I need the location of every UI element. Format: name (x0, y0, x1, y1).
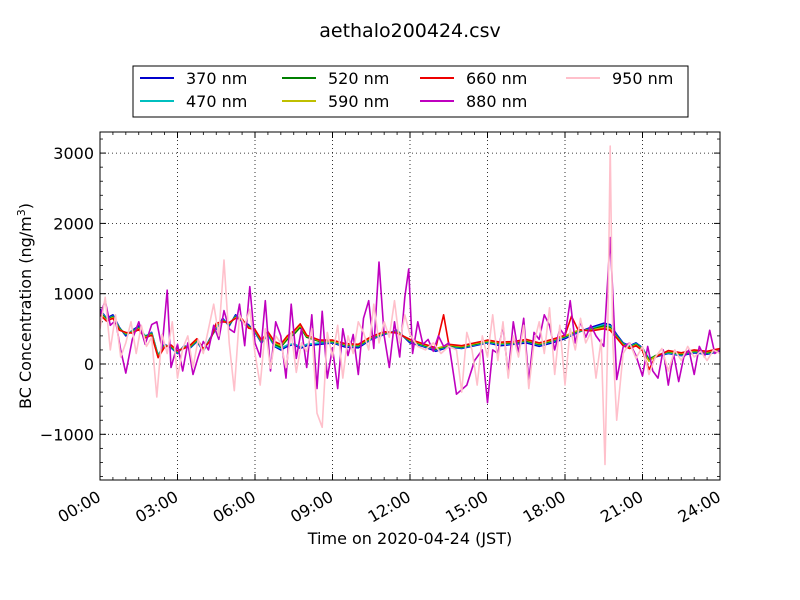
chart-title: aethalo200424.csv (319, 20, 501, 42)
y-tick-label: 0 (84, 355, 94, 374)
legend-box (132, 65, 689, 118)
y-axis-label-main: BC Concentration (ng/m (16, 216, 35, 409)
y-tick-label: 2000 (53, 214, 94, 233)
y-axis-label: BC Concentration (ng/m3) (15, 203, 35, 409)
legend-label: 660 nm (466, 69, 527, 88)
y-axis-label-superscript: 3 (15, 209, 28, 216)
legend-label: 520 nm (328, 69, 389, 88)
y-tick-label: 3000 (53, 144, 94, 163)
x-axis-label: Time on 2020-04-24 (JST) (307, 529, 512, 548)
legend-label: 470 nm (186, 92, 247, 111)
y-axis-label-end: ) (16, 203, 35, 209)
y-tick-label: −1000 (40, 425, 94, 444)
series-lines (100, 145, 720, 466)
legend-label: 590 nm (328, 92, 389, 111)
legend-label: 370 nm (186, 69, 247, 88)
legend: 370 nm 470 nm 520 nm 590 nm 660 nm 880 nm 950 … (132, 65, 689, 118)
legend-label: 880 nm (466, 92, 527, 111)
legend-label: 950 nm (612, 69, 673, 88)
plot-frame (99, 131, 721, 481)
series-line-950-nm (100, 145, 720, 466)
y-tick-label: 1000 (53, 285, 94, 304)
